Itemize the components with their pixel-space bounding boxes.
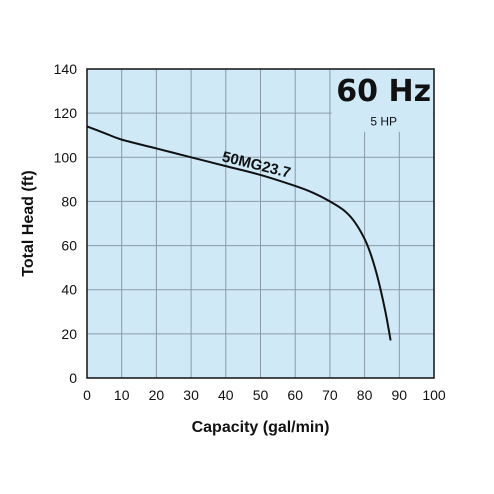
tick-labels: 0 10 20 30 40 50 60 70 80 90 100 0 20 40 60 80 100 120 140 [54, 61, 446, 403]
series-line-50mg23-7 [86, 125, 392, 341]
y-tick-label: 80 [61, 193, 77, 209]
chart-subtitle: 5 HP [370, 114, 397, 128]
x-tick-label: 40 [218, 387, 234, 403]
x-tick-label: 10 [114, 387, 130, 403]
y-axis-title: Total Head (ft) [20, 170, 37, 276]
chart-title: 60 Hz [336, 74, 431, 109]
x-tick-label: 100 [422, 387, 446, 403]
plot-frame [86, 68, 435, 379]
y-tick-label: 0 [69, 370, 77, 386]
title-backdrop [331, 70, 433, 132]
x-tick-label: 80 [357, 387, 373, 403]
x-tick-label: 90 [392, 387, 408, 403]
x-axis-title: Capacity (gal/min) [192, 419, 330, 436]
x-tick-label: 60 [287, 387, 303, 403]
y-tick-label: 60 [61, 238, 77, 254]
x-tick-label: 0 [83, 387, 91, 403]
y-tick-label: 20 [61, 326, 77, 342]
y-tick-label: 140 [54, 61, 78, 77]
y-tick-label: 100 [54, 149, 78, 165]
y-tick-label: 40 [61, 282, 77, 298]
x-tick-label: 30 [183, 387, 199, 403]
grid [87, 69, 434, 378]
x-tick-label: 50 [253, 387, 269, 403]
x-tick-label: 70 [322, 387, 338, 403]
y-tick-label: 120 [54, 105, 78, 121]
x-tick-label: 20 [149, 387, 165, 403]
